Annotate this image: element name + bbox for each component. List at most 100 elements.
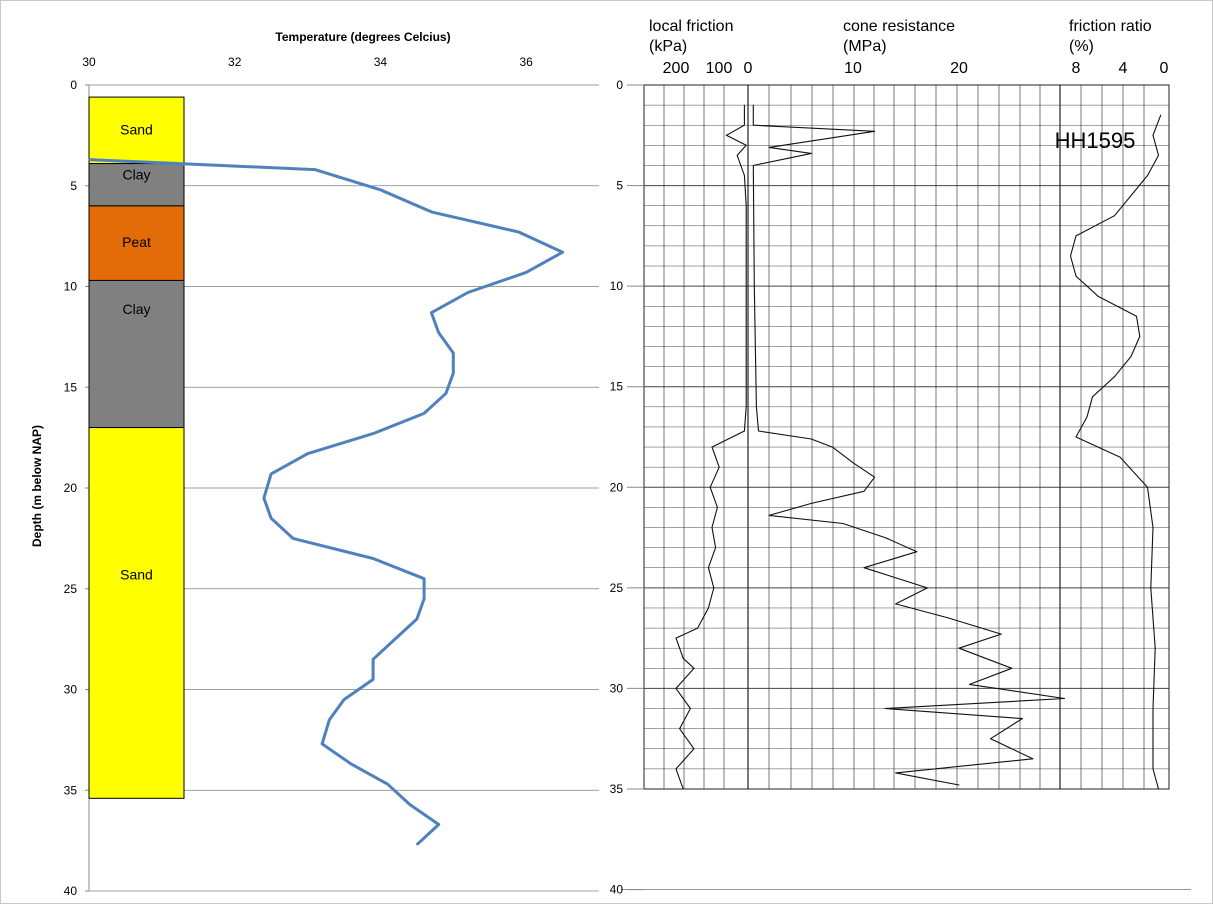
temperature-depth-chart: Temperature (degrees Celcius) Depth (m b… <box>30 30 599 898</box>
temperature-point <box>314 169 316 171</box>
cpt-point <box>711 446 713 448</box>
scan-id-label: HH1595 <box>1055 128 1136 153</box>
cpt-point <box>1032 758 1034 760</box>
right-y-tick-label: 20 <box>610 480 624 494</box>
cpt-header-title: local friction <box>649 18 733 35</box>
cpt-point <box>743 430 745 432</box>
temperature-point <box>423 412 425 415</box>
cpt-point <box>810 152 812 154</box>
temperature-point <box>452 372 454 374</box>
cpt-point <box>810 438 812 440</box>
cpt-point <box>1150 587 1152 589</box>
depth-axis-title: Depth (m below NAP) <box>30 425 44 547</box>
cpt-header-tick: 4 <box>1119 60 1128 77</box>
cpt-point <box>1011 667 1013 669</box>
soil-layer-block <box>88 163 185 207</box>
cpt-series <box>675 104 1162 790</box>
cpt-header-title: friction ratio <box>1069 18 1152 35</box>
temperature-point <box>445 392 447 394</box>
right-y-tick-label: 30 <box>610 681 624 695</box>
cpt-point <box>895 772 897 774</box>
temperature-point <box>372 678 374 681</box>
cpt-point <box>1130 195 1132 197</box>
temperature-point <box>372 557 374 560</box>
cpt-point <box>716 506 718 508</box>
temperature-point <box>452 352 454 354</box>
temperature-point <box>408 803 411 805</box>
cpt-point <box>711 527 713 529</box>
cpt-point <box>947 617 949 619</box>
cpt-point <box>709 486 711 488</box>
cpt-point <box>916 551 918 553</box>
temperature-point <box>372 432 374 435</box>
temperature-point <box>467 291 469 294</box>
cpt-point <box>842 522 844 524</box>
left-y-tick-label: 5 <box>70 179 77 193</box>
cpt-point <box>1070 255 1071 257</box>
soil-layer-block <box>88 96 185 165</box>
cpt-point <box>874 130 876 132</box>
cpt-point <box>863 490 865 492</box>
temperature-point <box>321 743 323 745</box>
temperature-point <box>350 763 352 765</box>
temperature-point <box>263 497 265 499</box>
cpt-point <box>758 430 760 432</box>
cpt-header-unit: (kPa) <box>649 38 687 55</box>
cpt-point <box>1130 356 1132 358</box>
cpt-point <box>745 406 747 408</box>
cpt-grid <box>621 84 1191 890</box>
cpt-point <box>675 768 677 770</box>
cpt-point <box>1147 175 1148 177</box>
temperature-point <box>379 189 382 191</box>
cpt-point <box>1064 697 1065 699</box>
cpt-point <box>745 144 747 146</box>
temperature-tick-label: 34 <box>374 55 388 69</box>
right-depth-tick-labels: 0 5 10 15 20 25 30 35 40 <box>610 78 644 897</box>
cpt-point <box>1154 647 1156 649</box>
temperature-point <box>387 783 389 785</box>
cpt-log-chart: local friction (kPa) cone resistance (MPa) f… <box>610 18 1191 897</box>
left-y-tick-label: 15 <box>64 380 78 394</box>
cpt-point <box>713 587 715 589</box>
cpt-point <box>1119 456 1121 458</box>
cpt-point <box>1092 396 1093 398</box>
cpt-point <box>863 567 865 569</box>
cpt-point <box>752 104 754 106</box>
cpt-point <box>752 164 754 166</box>
temperature-point <box>394 638 396 640</box>
cpt-point <box>1152 768 1154 770</box>
cpt-point <box>969 683 971 685</box>
temperature-series <box>88 158 565 846</box>
cpt-point <box>1158 154 1159 156</box>
temperature-point <box>292 537 294 539</box>
temperature-point <box>343 698 345 701</box>
temperature-tick-label: 36 <box>519 55 533 69</box>
cpt-point <box>745 285 747 287</box>
cpt-point <box>697 627 699 629</box>
cpt-header-tick: 200 <box>663 60 690 77</box>
cpt-point <box>752 124 754 126</box>
cpt-header-tick: 10 <box>844 60 862 77</box>
soil-layer-label: Clay <box>122 301 150 317</box>
soil-layer-label: Sand <box>120 121 153 137</box>
temperature-point <box>525 271 527 273</box>
soil-layer-label: Clay <box>122 167 150 183</box>
cpt-header-tick: 20 <box>950 60 968 77</box>
cpt-point <box>1021 718 1023 720</box>
cpt-header-tick: 100 <box>706 60 733 77</box>
soil-layer-label: Peat <box>122 234 151 250</box>
temperature-point <box>306 453 309 455</box>
left-y-tick-label: 40 <box>64 884 78 898</box>
soil-layer-block <box>88 279 185 429</box>
cpt-header-unit: (MPa) <box>843 38 887 55</box>
cpt-header-title: cone resistance <box>843 18 955 35</box>
right-y-tick-label: 5 <box>616 179 623 193</box>
left-y-tick-label: 35 <box>64 783 78 797</box>
cpt-point <box>926 587 928 589</box>
temperature-tick-label: 30 <box>82 55 96 69</box>
temperature-point <box>430 312 433 314</box>
soil-layer-column: Sand Clay Peat Clay Sand <box>88 96 185 799</box>
cpt-point <box>1075 235 1077 237</box>
cpt-point <box>1152 134 1154 136</box>
temperature-point <box>416 618 418 620</box>
